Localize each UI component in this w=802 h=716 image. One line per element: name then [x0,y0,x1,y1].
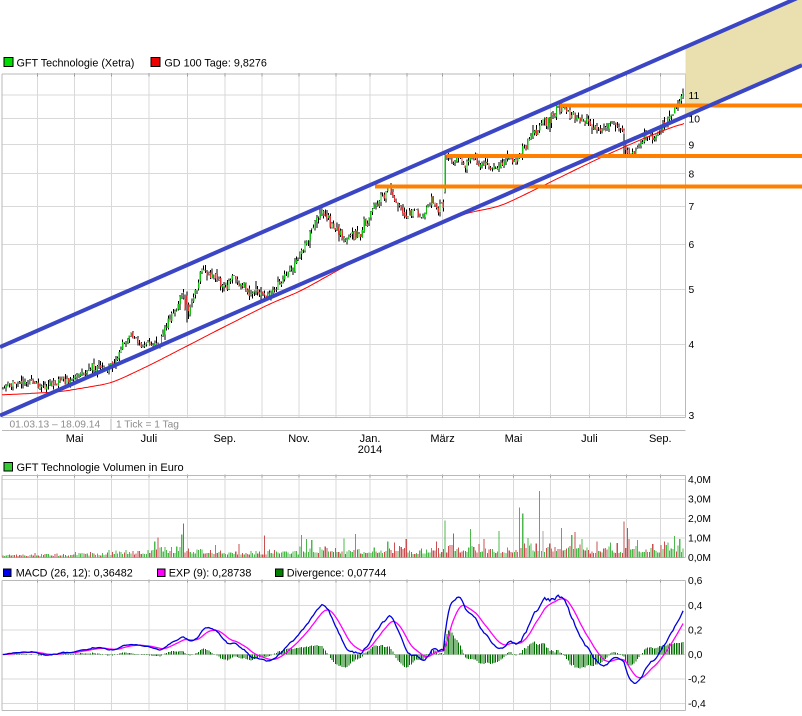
svg-text:GFT Technologie Volumen in Eur: GFT Technologie Volumen in Euro [17,462,184,474]
svg-text:0,0M: 0,0M [688,553,711,564]
svg-text:GFT Technologie (Xetra): GFT Technologie (Xetra) [17,57,135,69]
svg-text:7: 7 [689,202,695,213]
svg-text:MACD (26, 12): 0,36482: MACD (26, 12): 0,36482 [16,568,133,580]
svg-text:-0,2: -0,2 [688,675,706,686]
svg-text:EXP (9): 0,28738: EXP (9): 0,28738 [169,568,252,580]
svg-text:0,4: 0,4 [688,601,703,612]
svg-text:März: März [430,433,454,445]
svg-text:1,0M: 1,0M [688,533,711,544]
svg-text:8: 8 [689,169,695,180]
svg-text:2,0M: 2,0M [688,514,711,525]
svg-text:Nov.: Nov. [288,433,310,445]
svg-text:2014: 2014 [358,444,382,456]
svg-text:Mai: Mai [505,433,523,445]
svg-text:Juli: Juli [141,433,158,445]
svg-text:-0,4: -0,4 [688,699,706,710]
svg-text:Divergence: 0,07744: Divergence: 0,07744 [287,568,387,580]
svg-text:3: 3 [689,411,695,422]
svg-text:11: 11 [689,91,700,102]
svg-text:GD 100 Tage: 9,8276: GD 100 Tage: 9,8276 [164,57,266,69]
svg-text:5: 5 [689,285,695,296]
svg-text:9: 9 [689,140,695,151]
svg-text:Sep.: Sep. [649,433,672,445]
svg-text:Mai: Mai [66,433,84,445]
svg-text:0,2: 0,2 [688,625,703,636]
svg-text:3,0M: 3,0M [688,494,711,505]
svg-text:6: 6 [689,240,695,251]
svg-text:Sep.: Sep. [213,433,236,445]
svg-text:0,6: 0,6 [688,576,703,587]
svg-text:0,0: 0,0 [688,650,703,661]
svg-text:Jan.: Jan. [360,433,381,445]
svg-text:1 Tick = 1 Tag: 1 Tick = 1 Tag [116,420,179,431]
svg-text:4,0M: 4,0M [688,475,711,486]
svg-text:01.03.13 – 18.09.14: 01.03.13 – 18.09.14 [10,420,101,431]
svg-text:10: 10 [689,114,701,125]
svg-text:4: 4 [689,340,695,351]
svg-text:Juli: Juli [581,433,598,445]
